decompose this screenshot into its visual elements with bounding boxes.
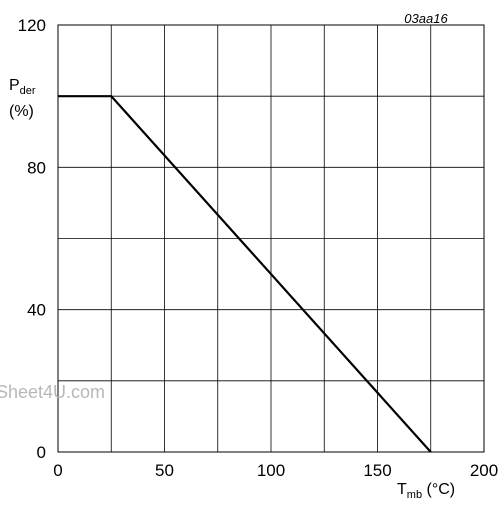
x-tick-label: 150 (363, 461, 391, 480)
y-tick-label: 120 (18, 16, 46, 35)
x-tick-label: 200 (470, 461, 498, 480)
y-axis-unit: (%) (9, 103, 34, 120)
x-tick-label: 50 (155, 461, 174, 480)
y-axis-label-main: P (9, 77, 20, 94)
grid (58, 25, 484, 452)
plot-frame (57, 24, 485, 453)
y-axis-label: Pder (9, 77, 36, 97)
y-tick-label: 40 (27, 301, 46, 320)
x-axis-label-main: T (397, 481, 407, 498)
y-tick-labels: 0 40 80 120 (18, 16, 46, 462)
x-tick-labels: 0 50 100 150 200 (53, 461, 498, 480)
x-tick-label: 100 (257, 461, 285, 480)
power-derating-curve (58, 95, 432, 453)
y-tick-label: 0 (37, 443, 46, 462)
watermark: Sheet4U.com (0, 382, 105, 402)
x-axis-label: Tmb (°C) (397, 481, 455, 501)
x-tick-label: 0 (53, 461, 62, 480)
x-axis-label-sub: mb (407, 489, 422, 501)
x-axis-label-unit: (°C) (422, 481, 455, 498)
y-axis-label-sub: der (20, 85, 36, 97)
figure-code: 03aa16 (404, 11, 448, 26)
y-tick-label: 80 (27, 158, 46, 177)
